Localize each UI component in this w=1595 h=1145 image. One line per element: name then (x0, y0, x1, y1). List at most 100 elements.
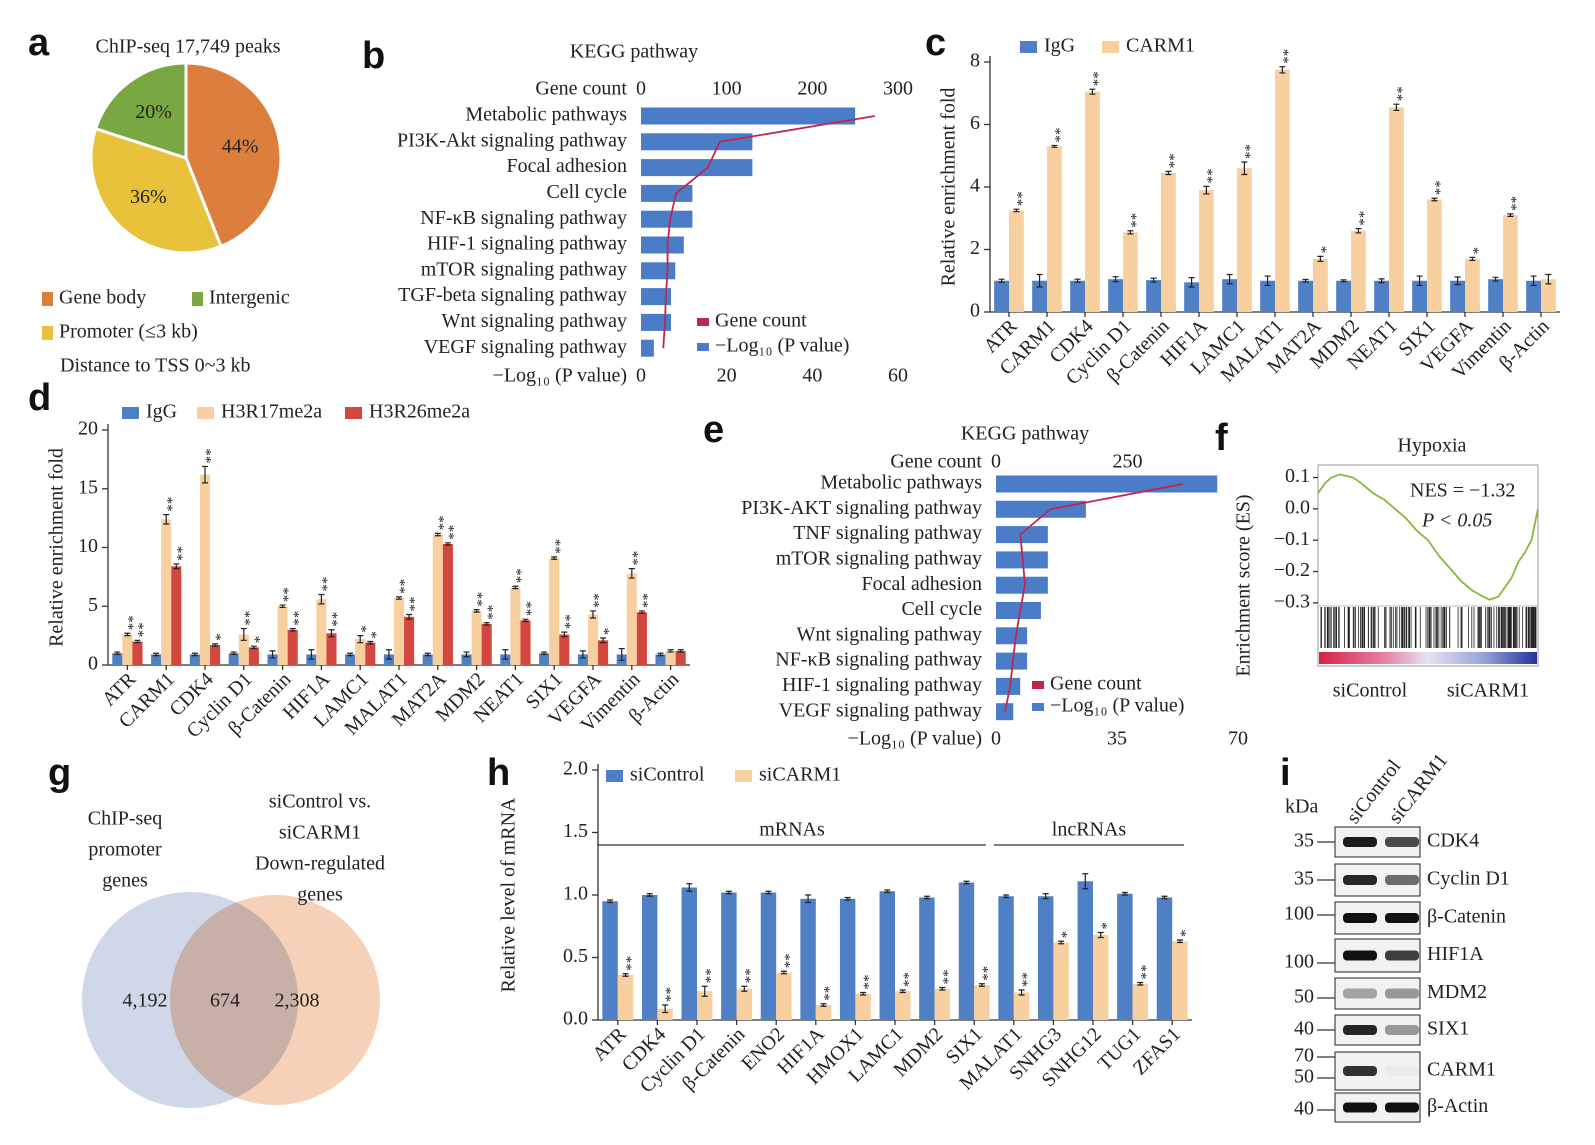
bar (432, 534, 443, 665)
bar (996, 627, 1028, 645)
error-bar (1264, 275, 1271, 287)
y-tick-label: 5 (88, 594, 98, 616)
legend-swatch (1032, 703, 1044, 711)
band (1343, 1025, 1377, 1035)
bar (238, 634, 249, 665)
bar (1108, 279, 1123, 312)
bar (617, 975, 634, 1020)
category-label: NF-κB signaling pathway (420, 207, 627, 229)
bar (1199, 190, 1214, 312)
bar (736, 988, 753, 1020)
x2-tick-label: 100 (712, 78, 742, 100)
y-axis-label: Relative enrichment fold (46, 448, 68, 647)
error-bar (1176, 939, 1183, 944)
significance: ** (1133, 965, 1149, 980)
error-bar (1393, 103, 1400, 112)
error-bar (502, 649, 509, 660)
error-bar (607, 899, 614, 904)
protein-label: β-Catenin (1427, 906, 1506, 928)
error-bar (1203, 185, 1210, 195)
bar (934, 988, 951, 1020)
significance: ** (1047, 127, 1063, 142)
error-bar (1137, 981, 1144, 986)
error-bar (600, 637, 607, 644)
significance: ** (737, 968, 753, 983)
error-bar (1355, 227, 1362, 234)
group-label: mRNAs (759, 819, 825, 841)
bar (665, 650, 676, 665)
bar (267, 654, 278, 665)
x-axis-label: −Log₁₀ (P value) (493, 365, 627, 387)
bar (996, 500, 1086, 518)
error-bar (124, 632, 131, 637)
significance: ** (169, 546, 185, 561)
legend-label: H3R17me2a (221, 401, 322, 423)
legend-swatch (1020, 41, 1037, 53)
marker-label: 50 (1294, 986, 1314, 1008)
bar (345, 654, 356, 665)
bar (626, 573, 637, 665)
bar (1077, 881, 1093, 1020)
error-bar (561, 631, 568, 638)
error-bar (998, 278, 1005, 283)
error-bar (686, 883, 693, 892)
bar (520, 620, 531, 665)
bar (393, 598, 405, 665)
bar (1037, 896, 1054, 1020)
significance: ** (1085, 71, 1101, 86)
error-bar (483, 622, 490, 626)
bar (365, 642, 376, 665)
y-axis-label: Relative enrichment fold (938, 88, 960, 287)
error-bar (114, 651, 121, 656)
band (1385, 988, 1419, 999)
error-bar (1042, 893, 1049, 900)
error-bar (1469, 256, 1476, 262)
bar (1313, 258, 1328, 312)
error-bar (512, 585, 519, 590)
error-bar (923, 895, 930, 900)
bar (1389, 107, 1404, 312)
bar (1009, 210, 1024, 312)
bar (974, 985, 990, 1020)
bar (760, 892, 777, 1020)
significance: ** (1123, 213, 1139, 228)
bar (1503, 215, 1518, 312)
bar (1222, 279, 1237, 312)
category-label: HIF-1 signaling pathway (782, 674, 982, 696)
bar (539, 653, 550, 665)
bar (1013, 992, 1030, 1020)
slice-label: 36% (130, 186, 167, 208)
x2-axis-label: Gene count (535, 78, 627, 100)
significance: ** (430, 515, 446, 530)
error-bar (677, 649, 684, 653)
error-bar (308, 649, 315, 660)
band (1385, 950, 1419, 961)
error-bar (396, 596, 402, 600)
significance: ** (1389, 86, 1405, 101)
x-tick-label: 0 (636, 365, 646, 387)
legend-swatch (1102, 41, 1119, 53)
significance: ** (518, 601, 534, 616)
bar (996, 677, 1021, 695)
error-bar (269, 650, 276, 659)
bar (641, 210, 693, 228)
bar (855, 993, 871, 1020)
bar (598, 640, 609, 665)
band (1385, 837, 1419, 847)
panel-letter: h (487, 752, 510, 794)
bar (681, 887, 697, 1020)
significance: ** (314, 577, 330, 592)
y-tick-label: 0.1 (1285, 465, 1310, 487)
x-axis-label: −Log₁₀ (P value) (848, 728, 982, 750)
band (1385, 1066, 1419, 1076)
legend-swatch (122, 407, 139, 419)
x-tick-label: 70 (1228, 728, 1248, 750)
error-bar (434, 532, 441, 537)
significance: ** (856, 975, 872, 990)
bar (1047, 146, 1062, 312)
error-bar (860, 991, 867, 996)
set-label: siControl vs. (269, 791, 371, 813)
bar (210, 645, 221, 665)
error-bar (279, 604, 286, 609)
annotation: Distance to TSS 0~3 kb (60, 355, 250, 377)
